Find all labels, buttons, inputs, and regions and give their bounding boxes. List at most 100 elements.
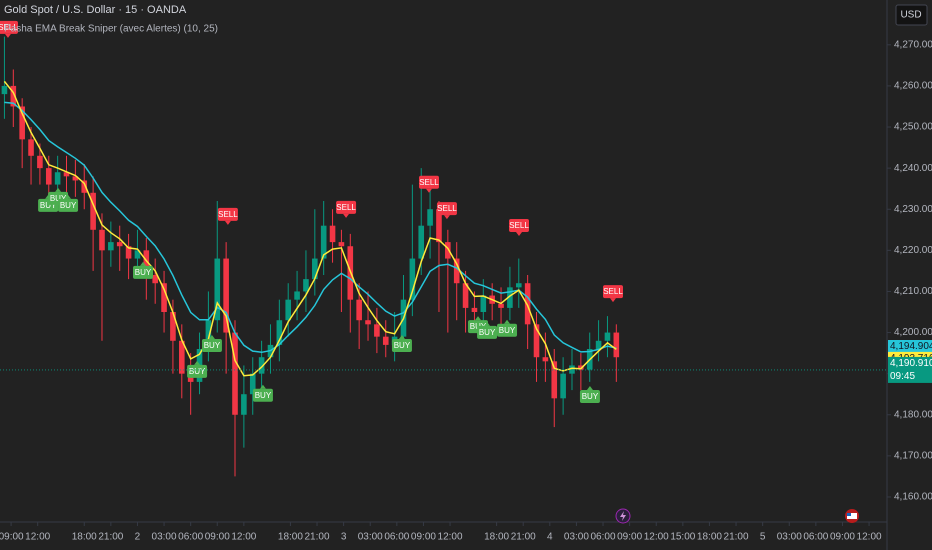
signal-box (579, 389, 600, 403)
economic-event-icon[interactable] (845, 509, 859, 523)
signal-pointer (474, 316, 481, 321)
signal-label: SELL (508, 218, 529, 236)
x-tick-label: 18:00 (484, 532, 509, 543)
candle-body (471, 307, 478, 312)
signal-label: BUY (252, 384, 273, 402)
lightning-icon[interactable] (620, 511, 626, 521)
candle-body (436, 209, 442, 243)
candle-body (125, 246, 132, 259)
candle-body (294, 291, 300, 300)
signal-pointer (484, 321, 491, 326)
candle-body (285, 299, 292, 321)
x-tick-label: 21:00 (305, 532, 330, 543)
signal-pointer (139, 261, 146, 266)
candle-body (613, 332, 620, 358)
candle-body (338, 242, 345, 247)
candle-body (19, 106, 25, 140)
x-tick-label: 12:00 (644, 532, 669, 543)
candle-body (409, 258, 416, 300)
signal-pointer (4, 33, 11, 38)
candle-body (276, 320, 283, 345)
candle-body (241, 394, 247, 415)
signal-box (252, 388, 273, 402)
flag-icon[interactable] (847, 513, 857, 519)
signal-label: SELL (436, 202, 457, 220)
candle-body (108, 242, 114, 251)
candle-body (595, 340, 602, 349)
signal-box (187, 364, 208, 378)
signal-pointer (504, 319, 511, 324)
candle-body (45, 168, 52, 185)
candle-body (161, 283, 167, 312)
x-tick-label: 03:00 (564, 532, 589, 543)
x-tick-label: 15:00 (670, 532, 695, 543)
x-tick-label: 18:00 (278, 532, 303, 543)
candle-body (90, 192, 96, 230)
candle-body (37, 155, 43, 169)
signal-text: BUY (60, 201, 77, 210)
candle-body (418, 225, 425, 259)
x-tick-label: 12:00 (231, 532, 256, 543)
x-tick-label: 18:00 (697, 532, 722, 543)
signal-text: BUY (499, 326, 516, 335)
signal-label: BUY (391, 335, 412, 353)
candle-body (232, 332, 238, 415)
currency-button[interactable] (895, 4, 928, 26)
signal-text: BUY (394, 341, 411, 350)
signal-label: BUY (201, 335, 222, 353)
signal-box (0, 20, 18, 34)
candle-body (560, 373, 566, 399)
x-tick-label: 21:00 (98, 532, 123, 543)
candle-body (63, 172, 70, 177)
y-tick-label: 4,260.000 (894, 81, 932, 92)
y-tick-label: 4,210.000 (894, 286, 932, 297)
y-tick-label: 4,200.000 (894, 327, 932, 338)
candle-body (329, 225, 336, 243)
flag-icon[interactable] (847, 513, 851, 516)
candle-body (134, 250, 141, 259)
x-tick-label: 03:00 (152, 532, 177, 543)
signal-label: BUY (187, 360, 208, 378)
candle-body (99, 229, 105, 251)
currency-label[interactable]: USD (900, 10, 921, 21)
signal-text: SELL (218, 210, 238, 219)
signal-label: BUY (497, 319, 518, 337)
candle-body (152, 275, 158, 284)
signal-pointer (208, 335, 215, 340)
candle-body (498, 303, 504, 308)
signal-pointer (55, 187, 62, 192)
plot-area: SELLBUYBUYBUYBUYBUYBUYSELLBUYSELLBUYSELL… (0, 20, 887, 477)
signal-box (508, 218, 529, 232)
signal-text: BUY (582, 392, 599, 401)
candle-body (178, 340, 185, 374)
signal-box (58, 198, 79, 212)
signal-pointer (515, 231, 522, 236)
candle-body (365, 320, 371, 325)
candle-body (143, 250, 150, 276)
candle-body (427, 209, 433, 226)
x-tick-label: 4 (547, 532, 553, 543)
signal-label: SELL (0, 20, 18, 38)
x-tick-label: 06:00 (591, 532, 616, 543)
signal-label: SELL (418, 175, 439, 193)
candle-body (524, 283, 531, 325)
chart-title: Gold Spot / U.S. Dollar · 15 · OANDA (4, 4, 187, 16)
candle-body (214, 258, 221, 321)
y-tick-label: 4,270.000 (894, 39, 932, 50)
x-tick-label: 09:00 (205, 532, 230, 543)
candle-body (604, 332, 611, 341)
x-tick-label: 5 (760, 532, 766, 543)
candle-body (81, 180, 88, 193)
signal-text: BUY (255, 391, 272, 400)
candle-body (515, 283, 522, 288)
signal-box (217, 207, 238, 221)
candle-body (249, 373, 256, 395)
signal-pointer (259, 384, 266, 389)
y-tick-label: 4,230.000 (894, 204, 932, 215)
signal-pointer (343, 213, 350, 218)
price-tag-label: 4,194.904 (890, 341, 932, 352)
x-tick-label: 09:00 (830, 532, 855, 543)
x-tick-label: 18:00 (72, 532, 97, 543)
event-icon[interactable] (615, 508, 631, 524)
